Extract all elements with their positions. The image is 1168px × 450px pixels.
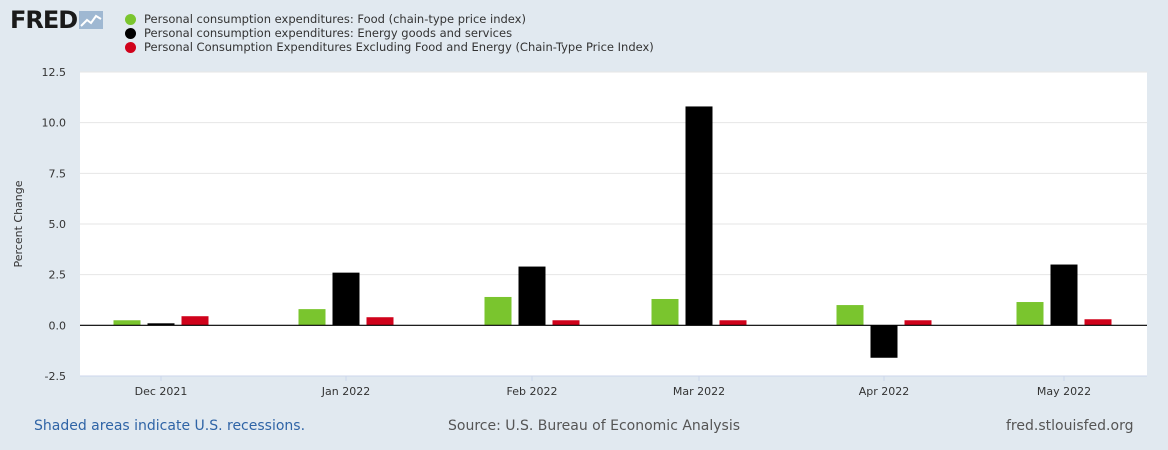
bar-core-dec-2021[interactable] [181,316,209,326]
bar-energy-jan-2022[interactable] [332,272,360,326]
bar-food-dec-2021[interactable] [113,320,141,326]
y-tick-label: 5.0 [49,218,67,231]
bar-energy-apr-2022[interactable] [870,325,898,358]
legend-dot-food [125,13,136,25]
y-tick-label: 12.5 [42,66,67,79]
x-tick-label: Jan 2022 [321,385,370,398]
bars [113,106,1112,358]
bar-energy-mar-2022[interactable] [685,106,713,326]
chart-legend: Personal consumption expenditures: Food … [125,12,654,54]
bar-chart: -2.5 0.0 2.5 5.0 7.5 10.0 12.5 Dec 2021 Jan 202… [12,66,1147,398]
bar-core-jan-2022[interactable] [366,317,394,326]
x-tick-label: Dec 2021 [135,385,188,398]
bar-food-may-2022[interactable] [1016,302,1044,326]
bar-food-jan-2022[interactable] [298,309,326,326]
legend-label-energy: Personal consumption expenditures: Energ… [144,26,513,40]
y-tick-label: 10.0 [42,117,67,130]
legend-item-food[interactable]: Personal consumption expenditures: Food … [125,12,654,26]
y-tick-label: 7.5 [49,167,67,180]
bar-food-mar-2022[interactable] [651,298,679,326]
legend-label-food: Personal consumption expenditures: Food … [144,12,526,26]
fred-logo-text: FRED [10,6,78,34]
legend-item-core[interactable]: Personal Consumption Expenditures Exclud… [125,40,654,54]
x-tick-label: Feb 2022 [507,385,558,398]
y-tick-labels: -2.5 0.0 2.5 5.0 7.5 10.0 12.5 [42,66,67,383]
fred-logo[interactable]: FRED [10,6,104,34]
y-tick-label: 2.5 [49,269,67,282]
bar-food-feb-2022[interactable] [484,296,512,326]
site-url[interactable]: fred.stlouisfed.org [1006,418,1134,434]
legend-dot-energy [125,27,136,39]
y-axis-label: Percent Change [12,180,25,267]
x-tick-label: May 2022 [1037,385,1091,398]
legend-item-energy[interactable]: Personal consumption expenditures: Energ… [125,26,654,40]
bar-energy-feb-2022[interactable] [518,266,546,326]
x-tick-label: Mar 2022 [673,385,725,398]
line-graph-icon [79,11,104,29]
bar-core-feb-2022[interactable] [552,320,580,326]
bar-core-apr-2022[interactable] [904,320,932,326]
bar-energy-may-2022[interactable] [1050,264,1078,326]
y-tick-label: -2.5 [45,370,66,383]
x-tick-label: Apr 2022 [859,385,910,398]
x-tick-labels: Dec 2021 Jan 2022 Feb 2022 Mar 2022 Apr 2022… [80,375,1147,398]
bar-energy-dec-2021[interactable] [147,323,175,326]
bar-core-mar-2022[interactable] [719,320,747,326]
source-text: Source: U.S. Bureau of Economic Analysis [448,418,741,434]
y-tick-label: 0.0 [49,319,67,332]
bar-core-may-2022[interactable] [1084,319,1112,326]
legend-label-core: Personal Consumption Expenditures Exclud… [144,40,654,54]
legend-dot-core [125,41,136,53]
recession-note-link[interactable]: Shaded areas indicate U.S. recessions. [34,418,306,434]
bar-food-apr-2022[interactable] [836,305,864,326]
